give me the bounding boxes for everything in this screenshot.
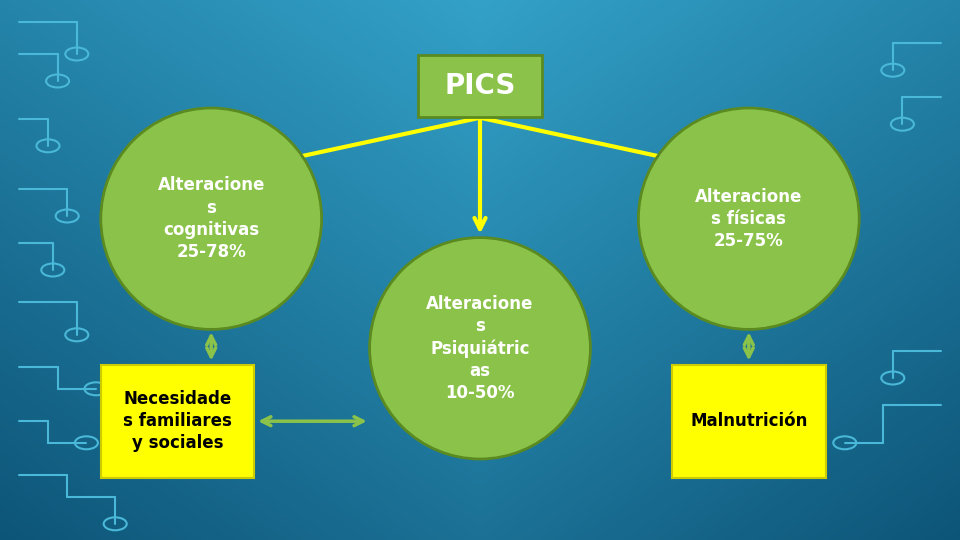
Text: Alteracione
s
Psiquiátric
as
10-50%: Alteracione s Psiquiátric as 10-50% [426,295,534,402]
Ellipse shape [101,108,322,329]
FancyBboxPatch shape [101,364,254,478]
Text: Necesidade
s familiares
y sociales: Necesidade s familiares y sociales [123,390,232,453]
Text: PICS: PICS [444,72,516,100]
Text: Alteracione
s
cognitivas
25-78%: Alteracione s cognitivas 25-78% [157,177,265,261]
FancyBboxPatch shape [418,56,542,117]
Ellipse shape [370,238,590,459]
Ellipse shape [638,108,859,329]
Text: Malnutrición: Malnutrición [690,412,807,430]
Text: Alteracione
s físicas
25-75%: Alteracione s físicas 25-75% [695,187,803,250]
FancyBboxPatch shape [672,364,826,478]
